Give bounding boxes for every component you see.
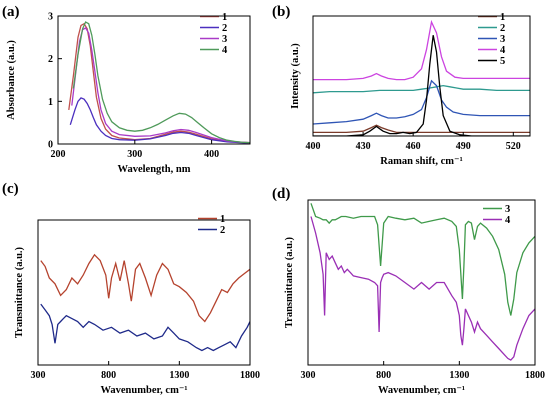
legend-entry: 4 — [500, 45, 506, 56]
x-tick-label: 520 — [506, 141, 521, 152]
series-line-3 — [71, 27, 250, 144]
series-line-1 — [68, 22, 250, 144]
x-tick-label: 800 — [101, 370, 116, 381]
series-line-2 — [40, 303, 250, 352]
plot-frame — [57, 15, 251, 145]
x-tick-label: 1300 — [169, 370, 189, 381]
series-line-4 — [72, 21, 250, 144]
x-tick-label: 300 — [127, 149, 142, 160]
series-line-2 — [69, 97, 250, 144]
plot-frame — [312, 15, 531, 137]
plot-frame — [307, 199, 536, 366]
x-tick-label: 400 — [306, 141, 321, 152]
series-line-3 — [313, 79, 530, 125]
series-line-4 — [310, 216, 535, 361]
y-axis-title: Transmittance (a.u.) — [284, 236, 295, 328]
legend-entry: 3 — [505, 204, 510, 215]
legend-entry: 5 — [500, 56, 505, 67]
legend-entry: 1 — [500, 12, 505, 23]
y-axis-title: Absorbance (a.u.) — [6, 40, 17, 120]
x-axis-title: Raman shift, cm⁻¹ — [380, 156, 462, 167]
panel-label: (a) — [2, 4, 20, 20]
x-tick-label: 430 — [356, 141, 371, 152]
x-tick-label: 490 — [456, 141, 471, 152]
panel-d: (d) 34 300 800 1300 1800 Wavenumber, cm⁻¹ Trans… — [272, 186, 545, 396]
x-tick-label: 300 — [301, 370, 316, 381]
y-tick-label: 1 — [48, 97, 53, 108]
x-tick-label: 400 — [204, 149, 219, 160]
legend-entry: 4 — [222, 45, 228, 56]
legend-entry: 3 — [222, 34, 227, 45]
x-tick-label: 1300 — [449, 370, 469, 381]
legend-entry: 2 — [500, 23, 505, 34]
series-line-3 — [310, 203, 535, 316]
panel-label: (d) — [272, 186, 290, 202]
x-axis-title: Wavelength, nm — [118, 164, 191, 175]
x-axis-title: Wavenumber, cm⁻¹ — [378, 385, 465, 396]
plot-frame — [37, 219, 251, 366]
series-line-2 — [313, 84, 530, 94]
x-tick-label: 800 — [376, 370, 391, 381]
legend-entry: 2 — [220, 225, 225, 236]
panel-label: (b) — [272, 4, 290, 20]
series-line-5 — [313, 35, 530, 136]
x-tick-label: 460 — [406, 141, 421, 152]
series-line-4 — [313, 19, 530, 81]
y-axis-title: Transmittance (a.u.) — [14, 246, 25, 338]
x-tick-label: 200 — [51, 149, 66, 160]
y-axis-title: Intensity (a.u.) — [290, 43, 301, 109]
x-axis-title: Wavenumber, cm⁻¹ — [100, 385, 187, 396]
series-line-1 — [40, 253, 250, 323]
legend-entry: 1 — [222, 12, 227, 23]
y-tick-label: 2 — [48, 54, 53, 65]
legend-entry: 4 — [505, 215, 511, 226]
x-tick-label: 1800 — [240, 370, 260, 381]
legend-entry: 2 — [222, 23, 227, 34]
legend-entry: 3 — [500, 34, 505, 45]
y-tick-label: 3 — [48, 12, 53, 23]
x-tick-label: 300 — [31, 370, 46, 381]
panel-label: (c) — [2, 181, 19, 197]
y-tick-label: 0 — [48, 140, 53, 151]
x-tick-label: 1800 — [525, 370, 545, 381]
